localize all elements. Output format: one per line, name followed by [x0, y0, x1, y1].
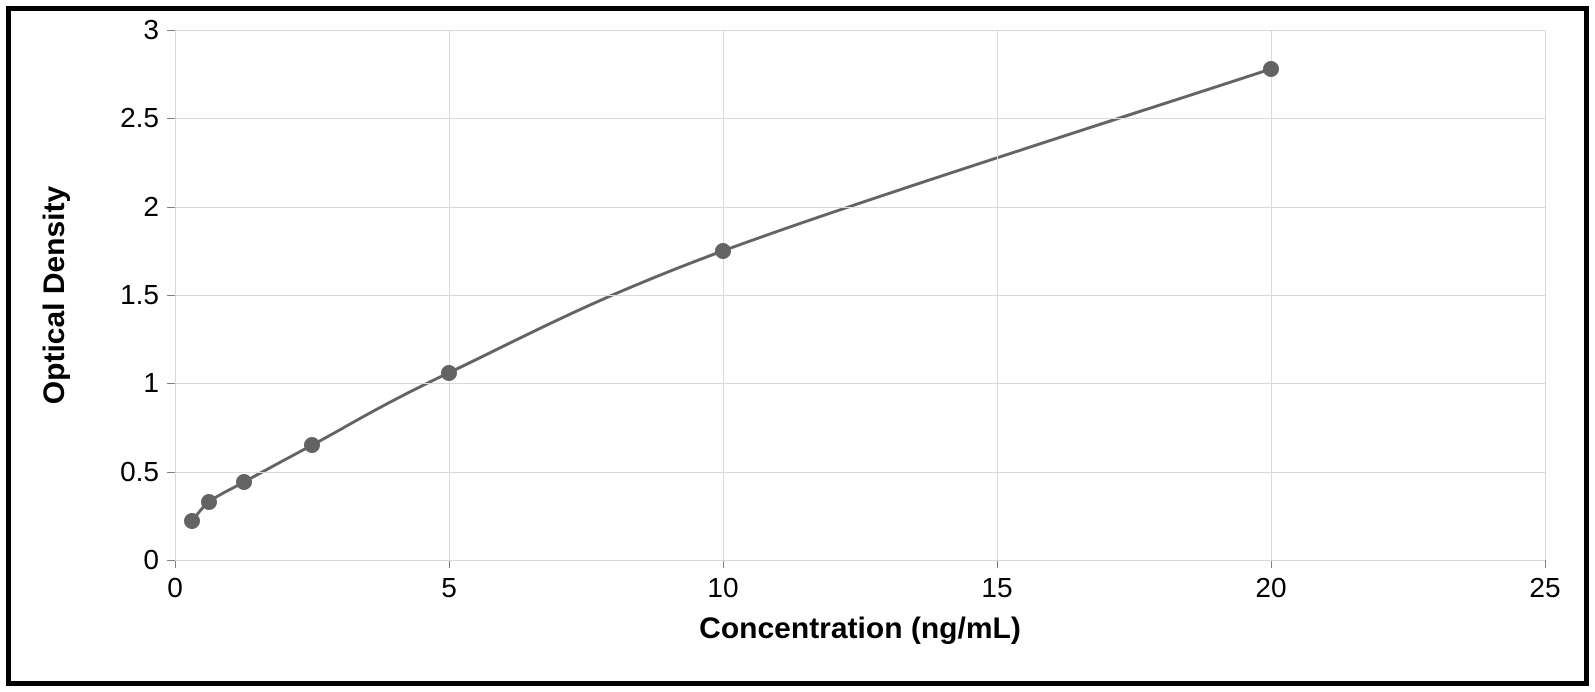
data-point: [184, 513, 200, 529]
x-tick-label: 25: [1529, 572, 1560, 604]
x-tick-label: 20: [1255, 572, 1286, 604]
data-point: [201, 494, 217, 510]
data-point: [1263, 61, 1279, 77]
optical-density-chart: Concentration (ng/mL) Optical Density 0 5…: [0, 0, 1595, 692]
x-tick-label: 5: [441, 572, 457, 604]
x-tick-label: 10: [707, 572, 738, 604]
y-tick-mark: [167, 295, 175, 296]
x-tick-mark: [997, 560, 998, 568]
x-axis-title: Concentration (ng/mL): [699, 612, 1021, 646]
data-point: [236, 474, 252, 490]
y-tick-mark: [167, 118, 175, 119]
y-tick-label: 0.5: [109, 456, 159, 488]
x-tick-mark: [723, 560, 724, 568]
data-point: [715, 243, 731, 259]
y-tick-label: 2: [109, 191, 159, 223]
y-tick-label: 1.5: [109, 279, 159, 311]
y-tick-mark: [167, 30, 175, 31]
y-tick-label: 3: [109, 14, 159, 46]
data-point: [441, 365, 457, 381]
x-tick-mark: [175, 560, 176, 568]
y-axis-title: Optical Density: [38, 186, 72, 404]
grid-line-horizontal: [175, 30, 1545, 31]
y-tick-label: 2.5: [109, 102, 159, 134]
grid-line-horizontal: [175, 207, 1545, 208]
x-tick-label: 0: [167, 572, 183, 604]
y-tick-mark: [167, 560, 175, 561]
grid-line-horizontal: [175, 560, 1545, 561]
y-tick-label: 0: [109, 544, 159, 576]
y-tick-mark: [167, 383, 175, 384]
grid-line-horizontal: [175, 118, 1545, 119]
x-tick-mark: [1271, 560, 1272, 568]
grid-line-vertical: [1545, 30, 1546, 560]
grid-line-horizontal: [175, 295, 1545, 296]
y-tick-mark: [167, 472, 175, 473]
x-tick-mark: [1545, 560, 1546, 568]
grid-line-horizontal: [175, 383, 1545, 384]
y-tick-mark: [167, 207, 175, 208]
grid-line-horizontal: [175, 472, 1545, 473]
x-tick-mark: [449, 560, 450, 568]
data-point: [304, 437, 320, 453]
x-tick-label: 15: [981, 572, 1012, 604]
y-tick-label: 1: [109, 367, 159, 399]
